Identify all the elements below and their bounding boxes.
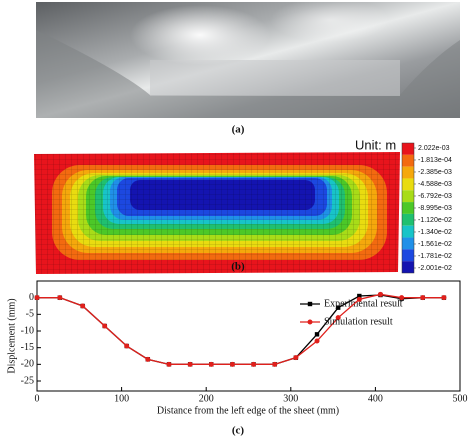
- colorbar-band: [402, 213, 414, 226]
- colorbar-band: [402, 225, 414, 238]
- point: [187, 361, 193, 367]
- colorbar-tick-label: -1.813e-04: [418, 157, 452, 164]
- colorbar-band: [402, 143, 414, 155]
- colorbar-tick-label: -2.385e-03: [418, 169, 452, 176]
- colorbar-tick-label: -8.995e-03: [418, 205, 452, 212]
- colorbar-tick-label: -2.001e-02: [418, 265, 452, 272]
- x-tick-label: 300: [283, 393, 298, 404]
- point: [124, 343, 130, 349]
- x-tick-label: 100: [114, 393, 129, 404]
- point: [335, 305, 341, 310]
- point: [399, 295, 405, 301]
- contour-field: [34, 152, 400, 274]
- point: [166, 361, 172, 367]
- colorbar-band: [402, 166, 414, 179]
- legend-label: Simulation result: [324, 316, 393, 327]
- unit-label: Unit: m: [355, 137, 396, 152]
- photo: [36, 0, 460, 118]
- point: [145, 356, 151, 362]
- colorbar-tick-label: -6.792e-03: [418, 193, 452, 200]
- x-axis-label: Distance from the left edge of the sheet…: [157, 405, 339, 416]
- y-tick-label: 0: [29, 292, 34, 303]
- point: [34, 295, 40, 301]
- x-tick-label: 200: [199, 393, 214, 404]
- y-tick-label: -5: [26, 309, 34, 320]
- point: [208, 361, 214, 367]
- plot-frame: [36, 280, 461, 392]
- x-tick-label: 400: [368, 393, 383, 404]
- point: [314, 332, 320, 337]
- caption: (a): [232, 124, 245, 136]
- colorbar-tick-label: 2.022e-03: [418, 145, 450, 152]
- y-tick-label: -25: [21, 375, 34, 386]
- x-tick-label: 500: [453, 393, 468, 404]
- point: [229, 361, 235, 367]
- point: [57, 295, 63, 301]
- legend-marker: [307, 301, 313, 307]
- colorbar-band: [402, 261, 414, 273]
- colorbar-tick-label: -1.561e-02: [418, 241, 452, 248]
- y-tick-label: -15: [21, 342, 34, 353]
- point: [441, 295, 447, 301]
- colorbar-tick-label: -4.588e-03: [418, 181, 452, 188]
- point: [420, 295, 426, 301]
- y-tick-label: -20: [21, 359, 34, 370]
- colorbar-band: [402, 154, 414, 167]
- colorbar-tick-label: -1.781e-02: [418, 253, 452, 260]
- legend-marker: [307, 319, 313, 325]
- colorbar-band: [402, 202, 414, 214]
- point: [80, 303, 86, 309]
- point: [251, 361, 257, 367]
- colorbar-band: [402, 237, 414, 250]
- series-line: [37, 293, 444, 365]
- colorbar-tick-label: -1.340e-02: [418, 229, 452, 236]
- y-tick-label: -10: [21, 325, 34, 336]
- colorbar-band: [402, 190, 414, 203]
- colorbar-band: [402, 178, 414, 191]
- point: [314, 338, 320, 344]
- x-tick-label: 0: [35, 393, 40, 404]
- point: [293, 355, 299, 361]
- caption: (c): [232, 425, 245, 437]
- point: [377, 291, 383, 297]
- colorbar-band: [402, 249, 414, 262]
- point: [335, 315, 341, 321]
- point: [357, 293, 362, 299]
- colorbar-tick-label: -1.120e-02: [418, 217, 452, 224]
- point: [102, 323, 108, 329]
- point: [272, 361, 278, 367]
- y-axis-label: Displcement (mm): [6, 298, 17, 373]
- point: [356, 296, 362, 302]
- caption: (b): [231, 261, 245, 273]
- legend-label: Experimental result: [324, 298, 403, 309]
